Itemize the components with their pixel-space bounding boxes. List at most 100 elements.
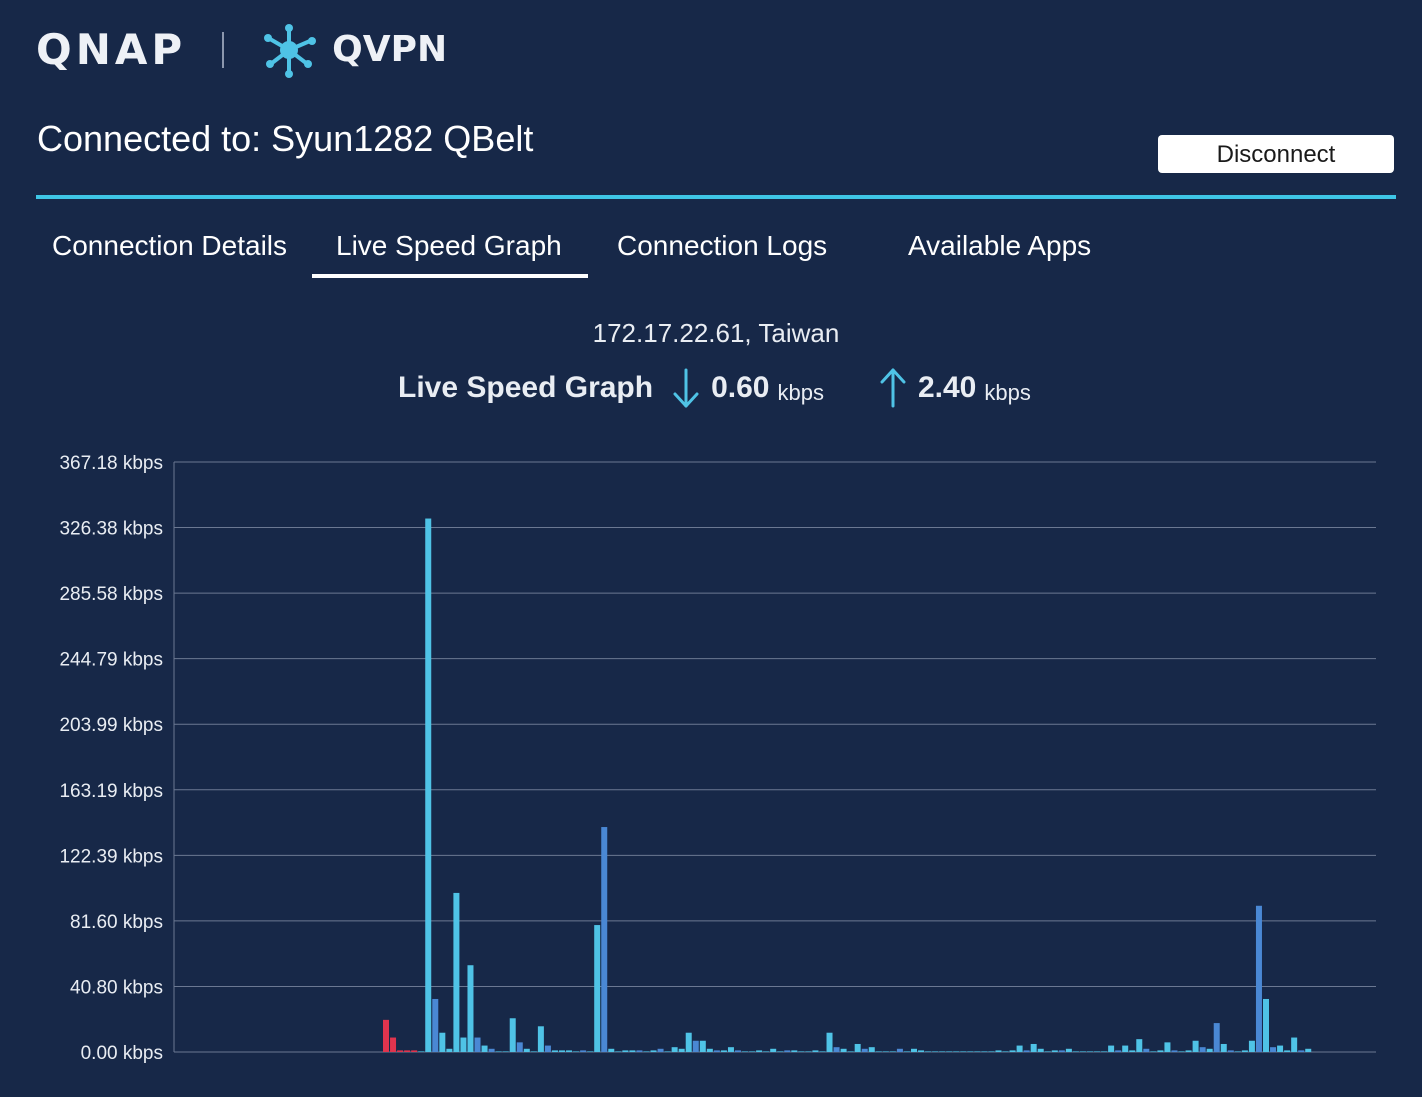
speed-bar — [425, 518, 432, 1052]
speed-bar — [523, 1048, 530, 1052]
speed-bar — [1220, 1043, 1227, 1052]
speed-bar — [1009, 1050, 1016, 1052]
speed-bar — [488, 1048, 495, 1052]
y-tick-label: 203.99 kbps — [59, 715, 163, 736]
speed-bar — [1255, 905, 1262, 1052]
speed-summary: Live Speed Graph 0.60 kbps 2.40 kbps — [398, 366, 1031, 410]
speed-bar — [404, 1050, 411, 1052]
speed-bar — [918, 1050, 925, 1052]
speed-bar — [383, 1019, 389, 1052]
speed-bar — [1143, 1048, 1150, 1052]
speed-bar — [1115, 1050, 1122, 1052]
speed-bar — [826, 1032, 833, 1052]
speed-bar — [678, 1048, 685, 1052]
speed-bar — [411, 1050, 418, 1052]
tab-live-speed-graph[interactable]: Live Speed Graph — [336, 230, 562, 261]
qvpn-network-icon — [264, 24, 317, 78]
speed-bar — [516, 1042, 523, 1052]
speed-bar — [960, 1051, 967, 1052]
speed-bar — [559, 1050, 565, 1052]
speed-bar — [1108, 1045, 1115, 1052]
speed-bar — [629, 1050, 636, 1052]
speed-bar — [608, 1048, 615, 1052]
speed-bar — [1263, 998, 1269, 1052]
speed-bar — [988, 1051, 995, 1052]
speed-bar — [854, 1043, 861, 1052]
tab-available-apps[interactable]: Available Apps — [908, 230, 1092, 261]
y-tick-label: 40.80 kbps — [70, 977, 163, 998]
speed-bar — [495, 1051, 502, 1052]
speed-bar — [925, 1051, 932, 1052]
speed-bar — [1051, 1050, 1058, 1052]
speed-bar — [1101, 1051, 1108, 1052]
tab-connection-details[interactable]: Connection Details — [52, 230, 288, 261]
speed-bar — [974, 1051, 981, 1052]
speed-bar — [812, 1050, 819, 1052]
speed-bar — [805, 1051, 812, 1052]
speed-bar — [1305, 1048, 1312, 1052]
header-divider — [36, 195, 1396, 199]
speed-bar — [594, 925, 601, 1052]
tab-connection-logs[interactable]: Connection Logs — [617, 230, 828, 261]
speed-bar — [1157, 1050, 1164, 1052]
speed-bar — [1136, 1039, 1143, 1052]
speed-bar — [868, 1047, 875, 1052]
speed-bar — [939, 1051, 946, 1052]
speed-bar — [643, 1051, 650, 1052]
speed-bar — [580, 1050, 587, 1052]
speed-bar — [1079, 1051, 1086, 1052]
speed-bar — [692, 1040, 699, 1052]
speed-bar — [1030, 1043, 1037, 1052]
speed-bar — [770, 1048, 777, 1052]
speed-bar — [587, 1051, 594, 1052]
speed-bar — [1248, 1040, 1255, 1052]
speed-bar — [1213, 1023, 1220, 1052]
brand-divider — [222, 32, 225, 68]
speed-bar — [727, 1047, 734, 1052]
speed-bar — [650, 1050, 657, 1052]
speed-bar — [713, 1050, 720, 1052]
speed-bar — [706, 1048, 713, 1052]
speed-bar — [460, 1037, 467, 1052]
speed-bar — [439, 1032, 446, 1052]
speed-bar — [636, 1050, 643, 1052]
speed-bar — [432, 998, 439, 1052]
brand-header: QNAP QVPN — [36, 20, 447, 80]
y-tick-label: 163.19 kbps — [59, 781, 163, 802]
speed-bar — [1284, 1050, 1291, 1052]
download-speed-value: 0.60 — [711, 371, 770, 404]
speed-bar — [622, 1050, 629, 1052]
speed-bar — [1277, 1045, 1284, 1052]
speed-bar — [699, 1040, 706, 1052]
speed-bar — [397, 1050, 404, 1052]
disconnect-button[interactable]: Disconnect — [1158, 135, 1394, 173]
speed-bar — [896, 1048, 903, 1052]
speed-bar — [1058, 1050, 1065, 1052]
speed-bar — [1037, 1048, 1044, 1052]
speed-bar — [573, 1051, 580, 1052]
speed-bar — [953, 1051, 960, 1052]
speed-bar — [1298, 1050, 1305, 1052]
speed-bar — [664, 1051, 671, 1052]
speed-bar — [861, 1048, 868, 1052]
speed-bar — [981, 1051, 988, 1052]
app-name: QVPN — [332, 29, 448, 70]
speed-bar — [1016, 1045, 1023, 1052]
speed-bar — [995, 1050, 1002, 1052]
speed-bar — [1164, 1042, 1171, 1052]
speed-bar — [1270, 1047, 1277, 1052]
speed-bar — [1291, 1037, 1298, 1052]
speed-bar — [791, 1050, 798, 1052]
speed-bar — [833, 1047, 840, 1052]
speed-bar — [453, 892, 460, 1052]
y-tick-label: 285.58 kbps — [59, 584, 163, 605]
speed-bar — [446, 1048, 453, 1052]
speed-bar — [1072, 1051, 1079, 1052]
speed-bar — [763, 1051, 770, 1052]
speed-bar — [932, 1051, 939, 1052]
speed-bar — [418, 1051, 425, 1052]
speed-bar — [1178, 1051, 1185, 1052]
speed-bar — [903, 1051, 910, 1052]
speed-bar — [1065, 1048, 1072, 1052]
speed-bar — [840, 1048, 847, 1052]
